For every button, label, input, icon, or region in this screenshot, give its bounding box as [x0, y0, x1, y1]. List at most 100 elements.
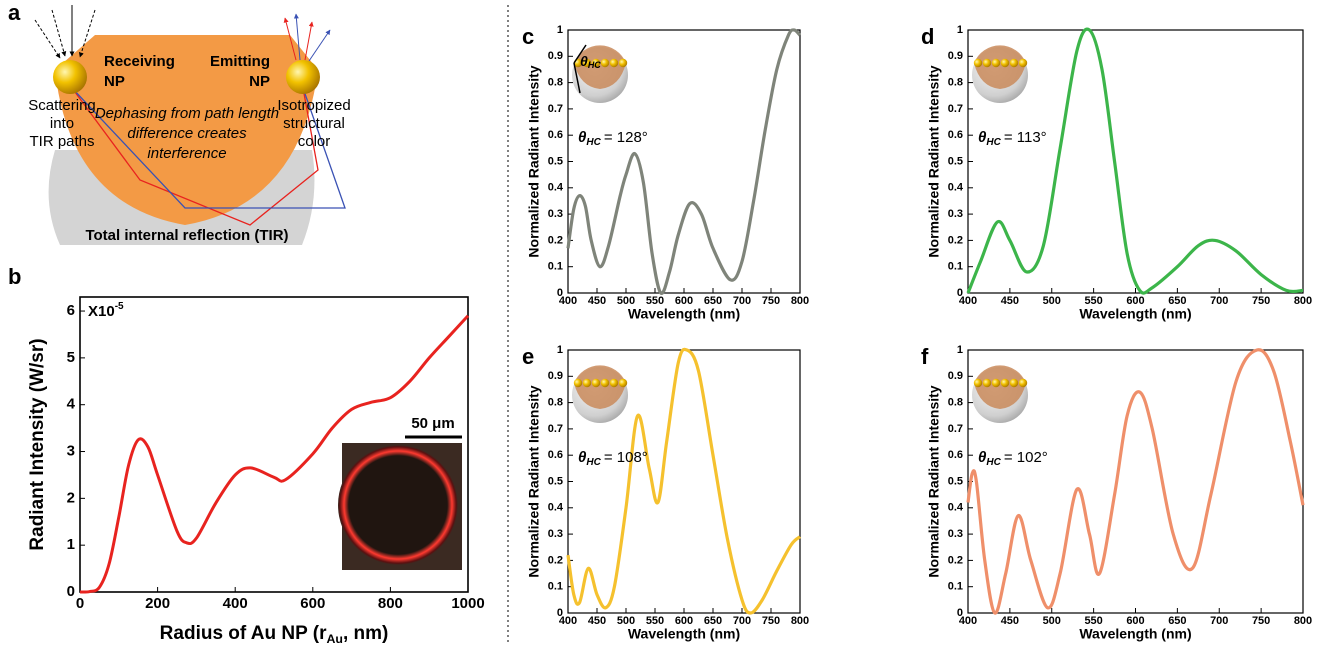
y-tick-label: 5 — [67, 349, 75, 366]
annotation: θHC= 128° — [578, 129, 648, 148]
label: Isotropized — [277, 97, 350, 114]
emitting-np — [286, 60, 320, 94]
y-tick-label: 0.4 — [948, 502, 964, 514]
micrograph-ring — [338, 445, 458, 565]
y-tick-label: 0 — [67, 583, 75, 600]
y-tick-label: 1 — [957, 344, 963, 356]
gold-np — [974, 59, 982, 67]
x-tick-label: 750 — [1252, 295, 1270, 307]
gold-np — [601, 59, 609, 67]
y-tick-label: 0.2 — [548, 554, 563, 566]
y-tick-label: 0.1 — [548, 261, 563, 273]
figure: a Receiving NP Emitting NP Scattering in… — [0, 0, 1318, 648]
y-tick-label: 3 — [67, 442, 75, 459]
y-tick-label: 1 — [67, 536, 75, 553]
x-axis-label: Wavelength (nm) — [1079, 626, 1191, 642]
gold-np — [1001, 379, 1009, 387]
inset-sketch — [972, 365, 1028, 423]
y-tick-label: 0.4 — [948, 182, 964, 194]
text-part: θ — [580, 53, 588, 69]
label: Total internal reflection (TIR) — [85, 227, 288, 244]
x-tick-label: 450 — [1001, 615, 1019, 627]
text-part: HC — [586, 457, 601, 468]
x-tick-label: 500 — [1043, 615, 1061, 627]
x-tick-label: 800 — [378, 595, 403, 612]
text-part: = 102° — [1004, 449, 1048, 466]
y-tick-label: 0.2 — [948, 554, 963, 566]
y-tick-label: 0.2 — [948, 234, 963, 246]
panel-label: a — [8, 0, 21, 25]
y-axis-label: Normalized Radiant Intensity — [926, 385, 942, 577]
annotation: θHC= 108° — [578, 449, 648, 468]
x-tick-label: 500 — [1043, 295, 1061, 307]
x-tick-label: 700 — [1210, 615, 1228, 627]
gold-np — [992, 379, 1000, 387]
y-tick-label: 6 — [67, 302, 75, 319]
y-axis-label: Normalized Radiant Intensity — [526, 385, 542, 577]
y-tick-label: 0.2 — [548, 234, 563, 246]
x-tick-label: 800 — [1294, 295, 1312, 307]
text-part: -5 — [115, 301, 124, 312]
y-tick-label: 0.7 — [948, 423, 963, 435]
y-tick-label: 0.9 — [548, 50, 563, 62]
text-part: = 113° — [1004, 129, 1047, 146]
x-tick-label: 450 — [588, 295, 606, 307]
annotation: X10-5 — [88, 301, 124, 320]
y-tick-label: 0.5 — [948, 475, 963, 487]
y-tick-label: 0.8 — [548, 397, 563, 409]
y-tick-label: 0 — [557, 287, 563, 299]
gold-np — [610, 59, 618, 67]
x-axis-label: Wavelength (nm) — [628, 306, 740, 322]
gold-np — [974, 379, 982, 387]
emitted-ray — [305, 22, 312, 60]
y-tick-label: 0.8 — [948, 397, 963, 409]
label: NP — [249, 73, 270, 90]
y-tick-label: 0.8 — [548, 77, 563, 89]
text-part: = 128° — [604, 129, 648, 146]
y-tick-label: 0.7 — [948, 103, 963, 115]
label: difference creates — [127, 125, 247, 142]
text-part: , nm) — [343, 623, 388, 644]
x-axis-label: Radius of Au NP (rAu, nm) — [160, 623, 389, 646]
text-part: X10 — [88, 303, 115, 320]
x-tick-label: 700 — [1210, 295, 1228, 307]
y-tick-label: 0.7 — [548, 103, 563, 115]
y-tick-label: 0.1 — [548, 581, 563, 593]
x-axis-label: Wavelength (nm) — [628, 626, 740, 642]
x-tick-label: 750 — [762, 295, 780, 307]
y-tick-label: 4 — [67, 396, 76, 413]
gold-np — [992, 59, 1000, 67]
x-tick-label: 600 — [300, 595, 325, 612]
panel-label: f — [921, 344, 929, 369]
panel-label: e — [522, 344, 534, 369]
gold-np — [1010, 59, 1018, 67]
x-tick-label: 0 — [76, 595, 84, 612]
y-tick-label: 0.9 — [948, 50, 963, 62]
y-tick-label: 0.5 — [948, 155, 963, 167]
x-tick-label: 1000 — [451, 595, 484, 612]
gold-np — [983, 379, 991, 387]
x-tick-label: 450 — [1001, 295, 1019, 307]
y-tick-label: 0.8 — [948, 77, 963, 89]
label: interference — [147, 145, 226, 162]
x-tick-label: 400 — [223, 595, 248, 612]
gold-np — [1019, 59, 1027, 67]
y-tick-label: 0.3 — [548, 208, 563, 220]
y-tick-label: 0.7 — [548, 423, 563, 435]
y-tick-label: 1 — [557, 344, 563, 356]
gold-np — [1001, 59, 1009, 67]
y-tick-label: 0.6 — [548, 449, 563, 461]
annotation: θHC= 113° — [978, 129, 1047, 148]
text-part: HC — [588, 60, 601, 70]
gold-np — [983, 59, 991, 67]
y-tick-label: 0 — [557, 607, 563, 619]
gold-np — [592, 379, 600, 387]
text-part: = 108° — [604, 449, 648, 466]
text-part: Au — [326, 632, 342, 646]
y-tick-label: 0.9 — [548, 370, 563, 382]
scale-bar-label: 50 μm — [411, 415, 454, 432]
gold-np — [601, 379, 609, 387]
y-tick-label: 0 — [957, 607, 963, 619]
label: into — [50, 115, 74, 132]
label: structural — [283, 115, 345, 132]
